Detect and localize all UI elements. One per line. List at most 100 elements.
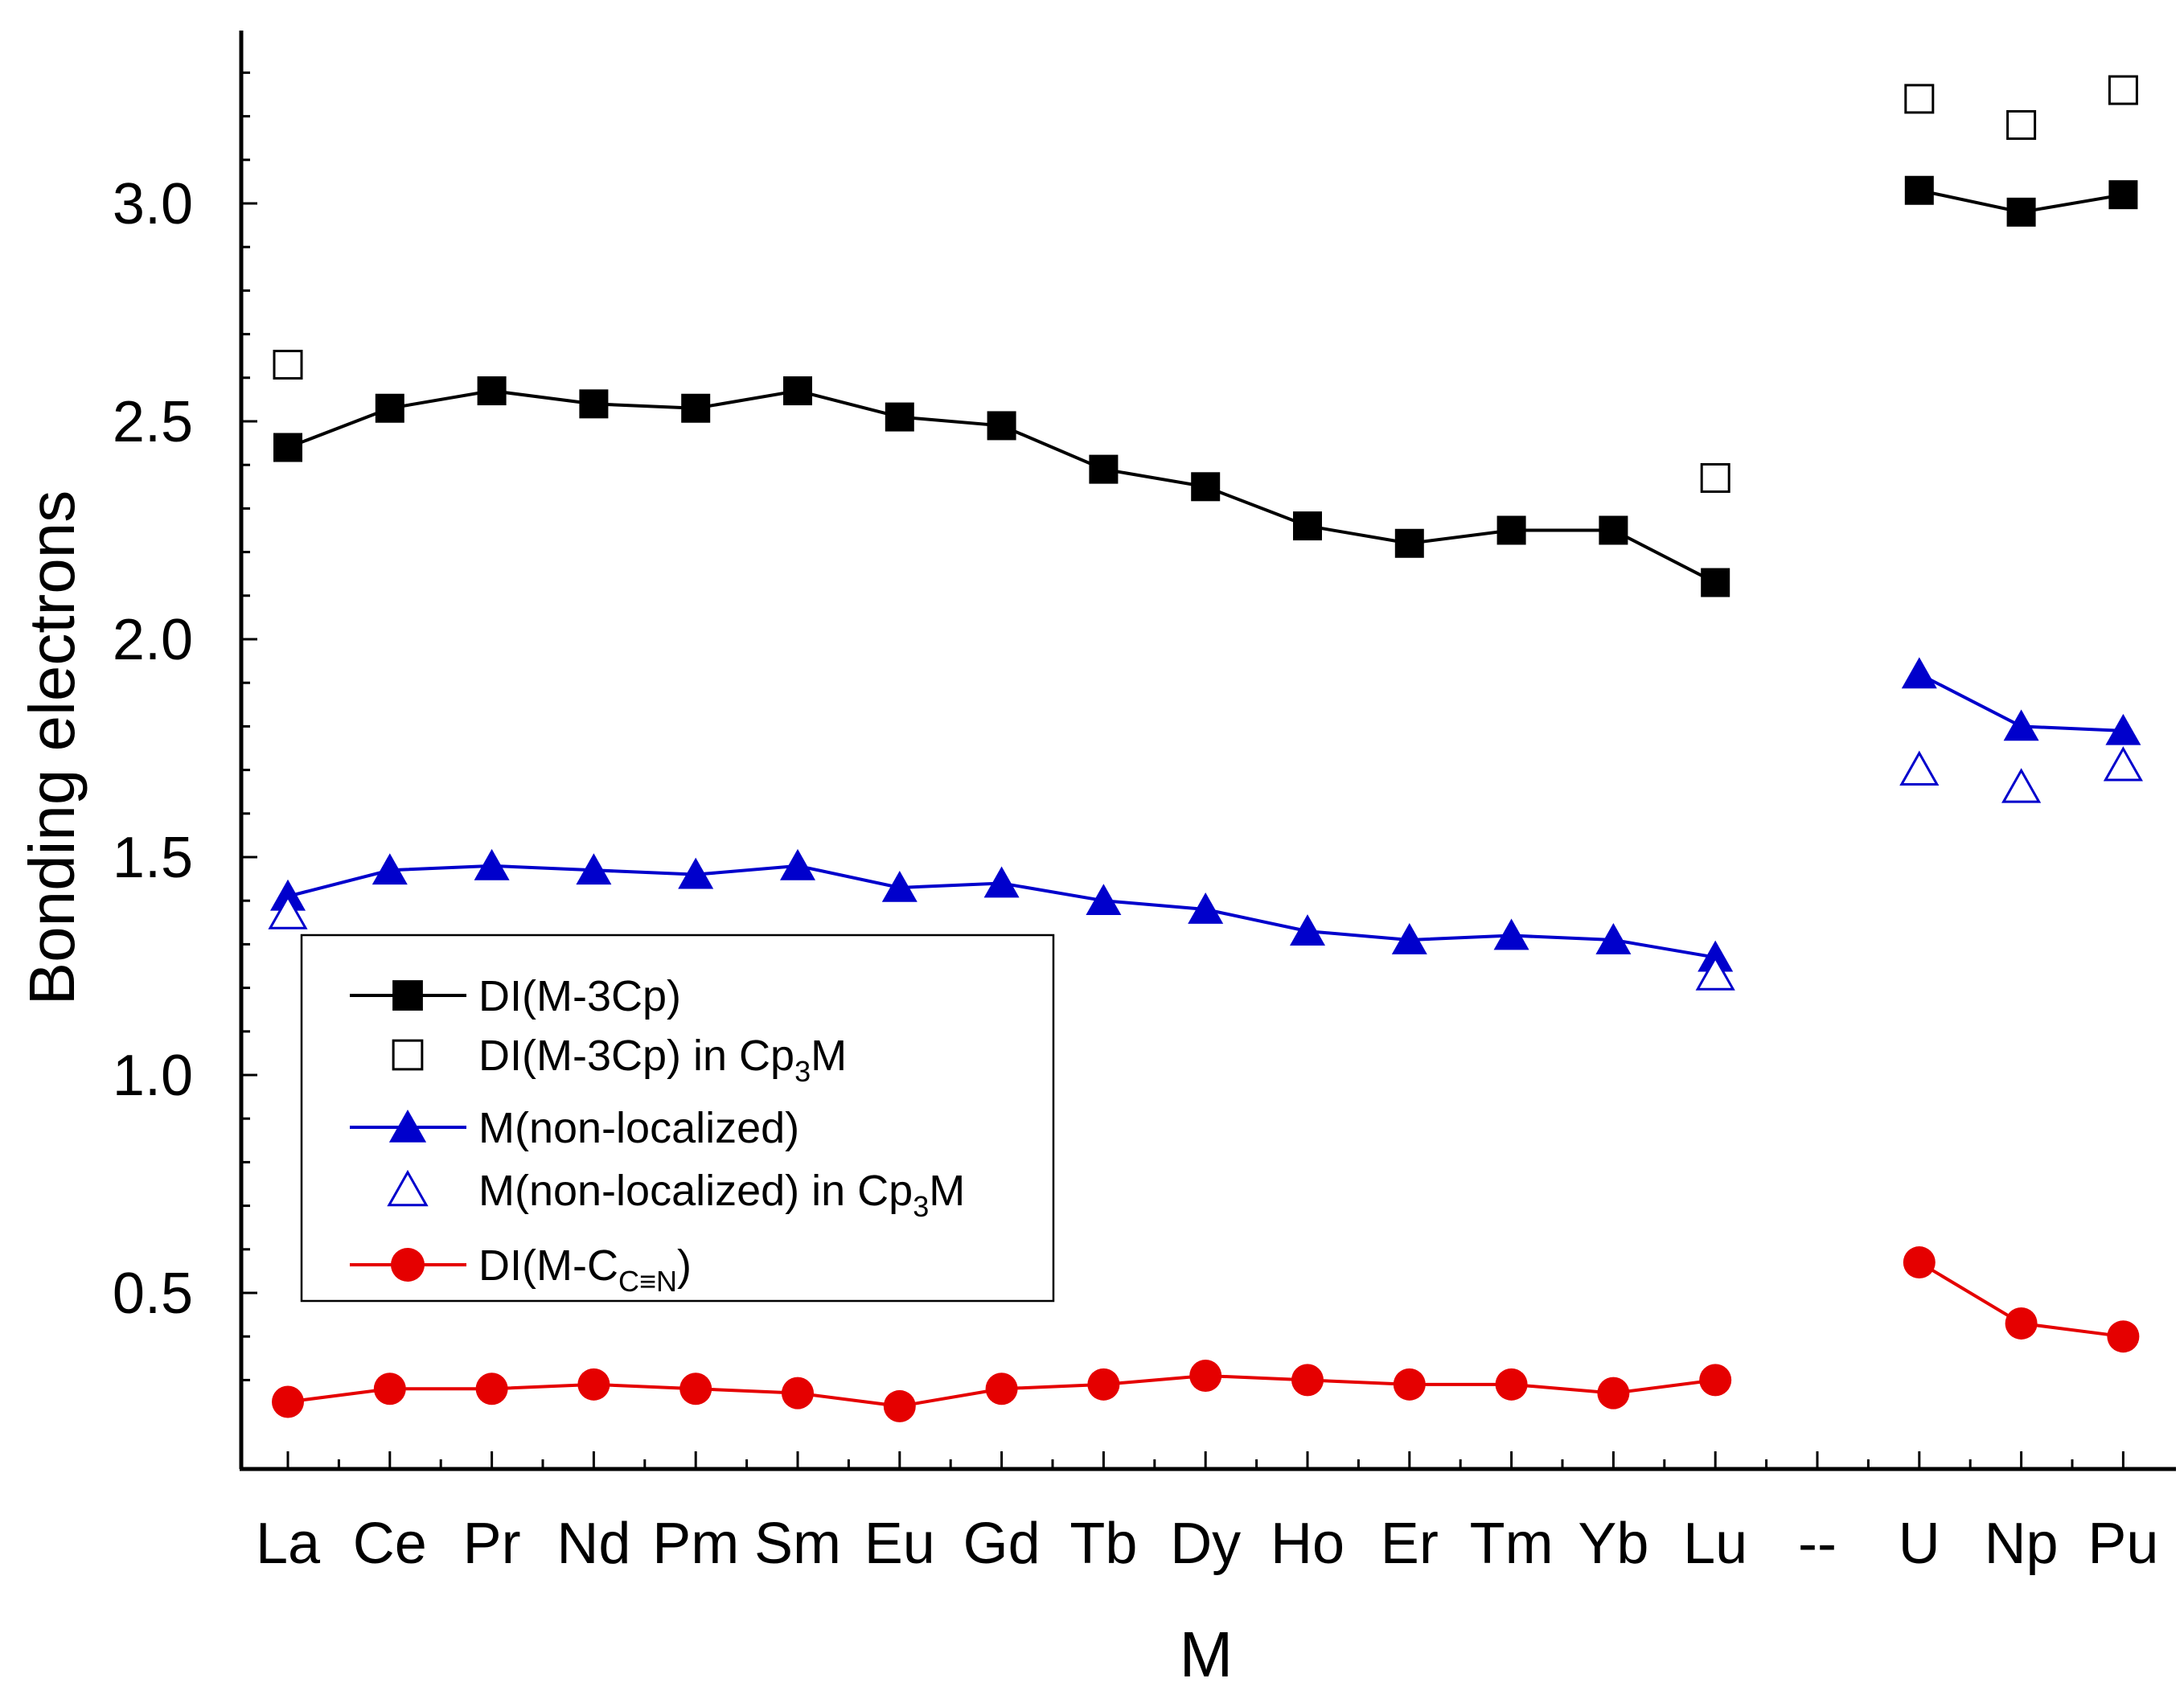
data-point (983, 866, 1020, 898)
series-3 (268, 746, 2143, 991)
data-point (1391, 922, 1427, 954)
data-point (1394, 528, 1424, 558)
y-tick-label: 3.0 (113, 172, 193, 236)
data-point (477, 376, 507, 406)
legend-entry: DI(M-CC≡N) (350, 1241, 692, 1298)
y-tick-label: 0.5 (113, 1262, 193, 1326)
data-point (1595, 922, 1632, 954)
x-tick-label: La (256, 1512, 321, 1576)
x-tick-label: U (1899, 1512, 1940, 1576)
x-tick-label: Pu (2088, 1512, 2158, 1576)
data-point (1293, 511, 1322, 541)
data-point (268, 894, 308, 929)
data-point (2103, 746, 2143, 782)
x-tick-label: Lu (1683, 1512, 1747, 1576)
legend-label: DI(M-3Cp) (478, 972, 681, 1020)
data-point (1291, 1364, 1324, 1397)
data-point (475, 1373, 508, 1405)
x-tick-label: Pm (652, 1512, 739, 1576)
data-point (1904, 175, 1934, 205)
data-point (1087, 1368, 1120, 1401)
data-point (2006, 109, 2037, 140)
axes-layer (239, 31, 2176, 1471)
y-tick-label: 2.5 (113, 390, 193, 454)
y-tick-label: 1.0 (113, 1044, 193, 1108)
data-point (1903, 1246, 1936, 1279)
data-point (2003, 709, 2039, 741)
data-point (1904, 84, 1935, 114)
legend-label: M(non-localized) (478, 1104, 799, 1152)
data-point (1290, 914, 1325, 946)
x-tick-label: -- (1798, 1512, 1837, 1576)
data-point (474, 848, 510, 880)
x-tick-label: Dy (1170, 1512, 1241, 1576)
data-point (373, 1373, 406, 1405)
x-tick-label: Yb (1578, 1512, 1648, 1576)
data-point (1599, 515, 1628, 545)
data-point (576, 853, 612, 885)
legend-entry: M(non-localized) in Cp3M (387, 1167, 965, 1223)
data-point (1086, 884, 1122, 916)
data-point (1701, 568, 1730, 597)
data-point (987, 411, 1016, 441)
data-point (2005, 1307, 2038, 1340)
series-2 (270, 657, 2141, 972)
data-point (577, 1368, 610, 1401)
data-point (1089, 454, 1119, 484)
data-point (1695, 955, 1735, 991)
x-tick-label: Np (1985, 1512, 2059, 1576)
legend-entry: DI(M-3Cp) in Cp3M (392, 1032, 847, 1088)
legend-label: DI(M-3Cp) in Cp3M (478, 1032, 847, 1088)
series-4 (272, 1246, 2140, 1422)
data-point (1597, 1377, 1630, 1410)
data-point (2001, 768, 2042, 803)
legend-entry: M(non-localized) (350, 1104, 799, 1152)
x-tick-label: Ho (1271, 1512, 1344, 1576)
data-point (681, 393, 711, 423)
labels-layer: M Bonding electrons 0.5 1.0 1.5 2.0 2.5 3.0 La… (16, 172, 2158, 1690)
data-point (1496, 515, 1526, 545)
y-tick-label: 1.5 (113, 826, 193, 890)
data-point (678, 857, 714, 889)
data-point (881, 870, 918, 902)
series-0 (273, 175, 2138, 597)
series-1 (273, 75, 2138, 493)
data-point (1188, 892, 1224, 924)
x-tick-label: Eu (864, 1512, 935, 1576)
data-point (579, 389, 609, 419)
data-point (783, 376, 812, 406)
legend-marker (391, 1248, 425, 1282)
data-point (1493, 918, 1529, 950)
legend-marker (388, 1109, 427, 1143)
data-point (679, 1373, 712, 1405)
data-point (2105, 713, 2141, 745)
y-axis-title: Bonding electrons (16, 490, 88, 1005)
legend-entry: DI(M-3Cp) (350, 972, 681, 1020)
legend-label: DI(M-CC≡N) (478, 1241, 692, 1298)
x-tick-label: Ce (353, 1512, 427, 1576)
data-point (1699, 1364, 1732, 1397)
data-point (1495, 1368, 1528, 1401)
data-point (372, 853, 408, 885)
data-point (985, 1373, 1018, 1405)
x-tick-label: Gd (963, 1512, 1041, 1576)
data-point (272, 1385, 304, 1418)
data-point (2108, 180, 2138, 210)
data-point (273, 350, 303, 380)
data-point (2006, 197, 2036, 227)
data-point (1899, 750, 1940, 786)
x-tick-label: Pr (463, 1512, 521, 1576)
x-tick-label: Nd (556, 1512, 630, 1576)
data-point (883, 1389, 916, 1422)
y-tick-label: 2.0 (113, 608, 193, 672)
legend-marker (392, 1039, 424, 1071)
legend-marker (387, 1169, 429, 1207)
data-point (2107, 1320, 2140, 1353)
data-point (782, 1377, 814, 1410)
data-point (885, 402, 914, 432)
x-tick-label: Tm (1470, 1512, 1554, 1576)
x-tick-label: Er (1381, 1512, 1439, 1576)
x-axis-title: M (1180, 1619, 1234, 1690)
data-point (1189, 1359, 1222, 1392)
